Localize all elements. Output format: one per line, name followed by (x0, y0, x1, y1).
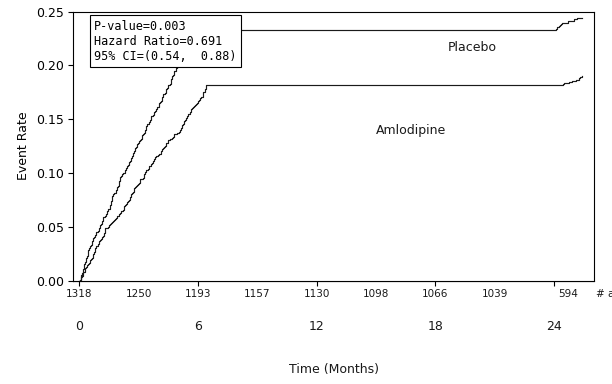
Text: 1098: 1098 (363, 289, 389, 299)
Text: Amlodipine: Amlodipine (376, 124, 446, 137)
Text: 1250: 1250 (125, 289, 152, 299)
Text: Time (Months): Time (Months) (288, 363, 379, 376)
Text: 6: 6 (194, 320, 202, 333)
Text: 1157: 1157 (244, 289, 271, 299)
Text: 1066: 1066 (422, 289, 449, 299)
Text: 1318: 1318 (66, 289, 92, 299)
Text: P-value=0.003
Hazard Ratio=0.691
95% CI=(0.54,  0.88): P-value=0.003 Hazard Ratio=0.691 95% CI=… (94, 20, 237, 63)
Text: 594: 594 (558, 289, 578, 299)
Text: 12: 12 (309, 320, 324, 333)
Text: 18: 18 (427, 320, 443, 333)
Text: 0: 0 (75, 320, 83, 333)
Text: 1193: 1193 (185, 289, 211, 299)
Text: # at risk: # at risk (595, 289, 612, 299)
Text: 24: 24 (546, 320, 562, 333)
Text: Placebo: Placebo (447, 41, 496, 55)
Y-axis label: Event Rate: Event Rate (17, 112, 30, 180)
Text: 1130: 1130 (304, 289, 330, 299)
Text: 1039: 1039 (482, 289, 508, 299)
